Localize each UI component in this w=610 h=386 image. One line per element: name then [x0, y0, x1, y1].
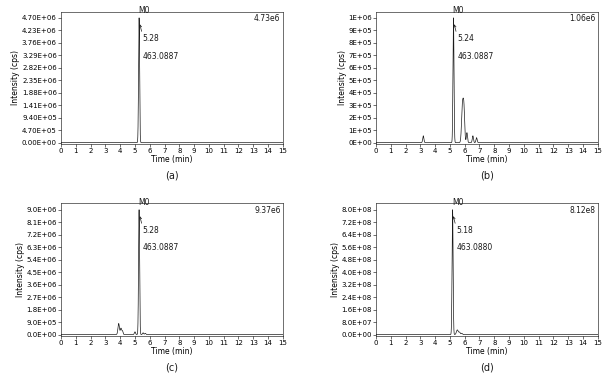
X-axis label: Time (min): Time (min)	[151, 347, 193, 356]
Text: 9.37e6: 9.37e6	[254, 206, 281, 215]
Text: M0: M0	[138, 198, 150, 207]
Text: 5.28: 5.28	[143, 34, 160, 43]
Text: 4.73e6: 4.73e6	[254, 14, 281, 23]
Text: 5.24: 5.24	[457, 34, 474, 43]
Text: 463.0880: 463.0880	[456, 244, 492, 252]
Y-axis label: Intensity (cps): Intensity (cps)	[12, 50, 21, 105]
Y-axis label: Intensity (cps): Intensity (cps)	[338, 50, 346, 105]
X-axis label: Time (min): Time (min)	[151, 156, 193, 164]
Text: 463.0887: 463.0887	[457, 52, 493, 61]
Text: M0: M0	[138, 6, 150, 15]
X-axis label: Time (min): Time (min)	[466, 156, 508, 164]
Text: 1.06e6: 1.06e6	[569, 14, 595, 23]
Text: 8.12e8: 8.12e8	[570, 206, 595, 215]
Text: M0: M0	[453, 6, 464, 15]
Y-axis label: Intensity (cps): Intensity (cps)	[331, 242, 340, 297]
Text: 5.18: 5.18	[456, 226, 473, 235]
Y-axis label: Intensity (cps): Intensity (cps)	[16, 242, 25, 297]
Text: (a): (a)	[165, 170, 179, 180]
Text: M0: M0	[452, 198, 464, 207]
Text: 463.0887: 463.0887	[143, 52, 179, 61]
Text: (d): (d)	[480, 362, 493, 372]
X-axis label: Time (min): Time (min)	[466, 347, 508, 356]
Text: (c): (c)	[165, 362, 178, 372]
Text: 5.28: 5.28	[143, 226, 160, 235]
Text: 463.0887: 463.0887	[143, 244, 179, 252]
Text: (b): (b)	[480, 170, 494, 180]
